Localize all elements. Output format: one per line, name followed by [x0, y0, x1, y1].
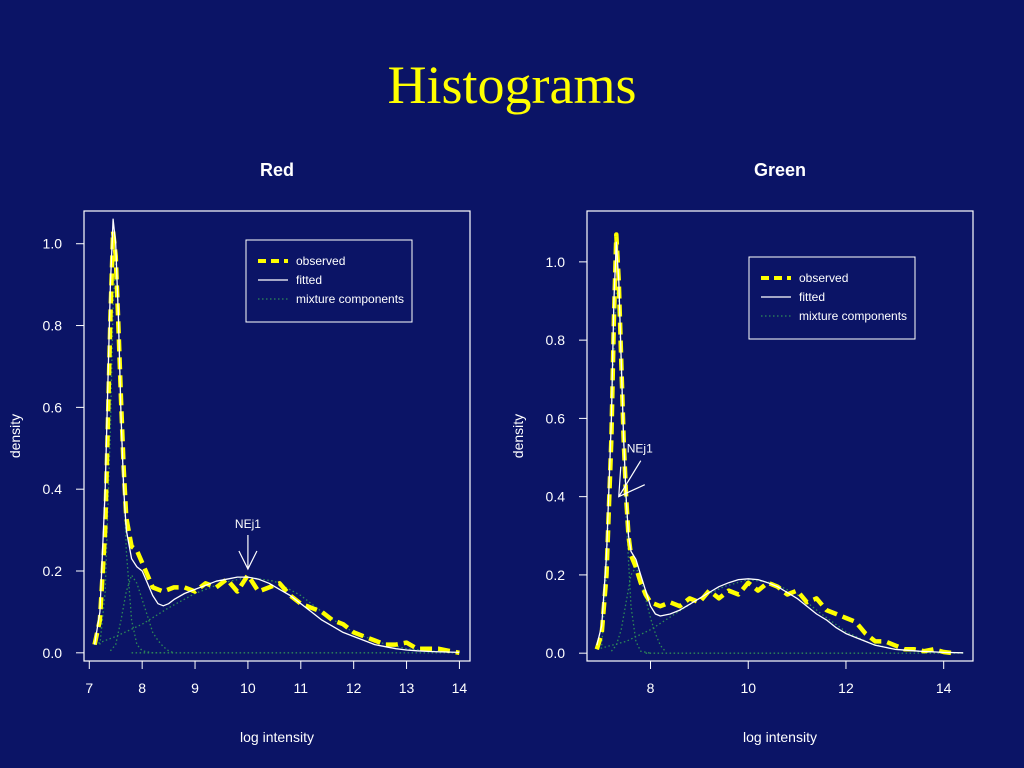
chart-red-legend-label: mixture components: [296, 292, 404, 306]
chart-red-y-tick-label: 0.2: [43, 563, 63, 579]
chart-red-y-tick-label: 0.6: [43, 399, 63, 415]
chart-red-legend-label: observed: [296, 254, 345, 268]
chart-red-plot-frame: [83, 210, 471, 662]
chart-red-x-tick-label: 10: [240, 680, 256, 696]
chart-red-y-tick-label: 0.0: [43, 645, 63, 661]
chart-red-title: Red: [260, 160, 294, 180]
chart-red-x-tick-label: 12: [346, 680, 362, 696]
chart-red-fitted-series: [93, 218, 460, 654]
chart-red-annotation-label: NEj1: [235, 517, 261, 531]
chart-red-x-tick-label: 8: [138, 680, 146, 696]
slide-title: Histograms: [387, 55, 637, 115]
chart-red-y-tick-label: 0.8: [43, 318, 63, 334]
chart-red-x-tick-label: 14: [452, 680, 468, 696]
chart-red-mixture-component-series: [94, 576, 460, 654]
chart-red-x-tick-label: 7: [85, 680, 93, 696]
chart-red-mixture-component-series: [109, 574, 175, 654]
chart-red-y-axis-label: density: [7, 414, 23, 458]
chart-red-legend-box: [245, 239, 413, 323]
chart-red-x-tick-label: 11: [294, 680, 309, 696]
chart-red-x-tick-label: 13: [399, 680, 415, 696]
chart-red-x-tick-label: 9: [191, 680, 199, 696]
chart-red-y-tick-label: 0.4: [43, 481, 63, 497]
chart-red-legend-label: fitted: [296, 273, 322, 287]
chart-red-annotation-arrowhead: [238, 550, 258, 571]
chart-red-observed-series: [92, 229, 460, 656]
chart-red-x-axis-label: log intensity: [240, 729, 314, 745]
chart-red-y-tick-label: 1.0: [43, 236, 63, 252]
